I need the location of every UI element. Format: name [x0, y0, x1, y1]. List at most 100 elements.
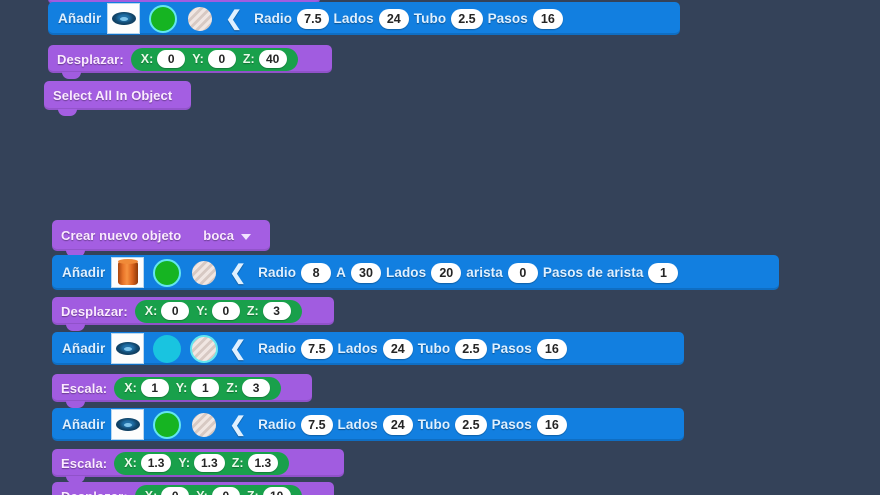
block-label-anadir: Añadir: [62, 265, 106, 280]
block-label-desplazar: Desplazar:: [57, 51, 124, 67]
object-name-dropdown[interactable]: boca: [203, 228, 235, 243]
field-label-lados: Lados: [386, 265, 427, 280]
block-desplazar-1[interactable]: Desplazar: X: 0 Y: 0 Z: 40: [48, 45, 332, 79]
field-label-lados: Lados: [337, 417, 378, 432]
block-label-anadir: Añadir: [58, 11, 102, 26]
field-value-pasos[interactable]: 16: [532, 8, 563, 29]
axis-label-x: X:: [140, 52, 154, 66]
cylinder-icon[interactable]: [111, 257, 145, 288]
field-value-z[interactable]: 3: [242, 379, 271, 397]
axis-label-z: Z:: [242, 52, 255, 66]
axis-label-x: X:: [144, 304, 158, 318]
field-value-radio[interactable]: 7.5: [301, 338, 333, 359]
block-label-anadir: Añadir: [62, 417, 106, 432]
block-notch: [66, 401, 85, 408]
field-value-y[interactable]: 1.3: [194, 454, 225, 472]
block-label-anadir: Añadir: [62, 341, 106, 356]
axis-label-x: X:: [124, 456, 137, 470]
chevron-left-icon[interactable]: ❮: [225, 8, 243, 30]
xyz-group: X: 0 Y: 0 Z: 40: [130, 47, 298, 71]
field-value-x[interactable]: 1: [140, 379, 169, 397]
field-label-tubo: Tubo: [417, 341, 451, 356]
field-value-z[interactable]: 1.3: [247, 454, 279, 472]
field-value-x[interactable]: 0: [161, 302, 190, 320]
field-value-y[interactable]: 0: [211, 487, 240, 495]
xyz-group: X: 0 Y: 0 Z: 10: [134, 484, 302, 495]
block-anadir-torus-2[interactable]: Añadir ❮ Radio 7.5 Lados 24 Tubo 2.5 Pas…: [52, 332, 684, 365]
field-label-lados: Lados: [333, 11, 374, 26]
field-value-y[interactable]: 1: [191, 379, 220, 397]
field-label-a: A: [336, 265, 346, 280]
block-notch: [62, 72, 81, 79]
block-desplazar-2[interactable]: Desplazar: X: 0 Y: 0 Z: 3: [52, 297, 334, 331]
field-value-x[interactable]: 0: [157, 50, 186, 68]
xyz-group: X: 0 Y: 0 Z: 3: [134, 299, 302, 323]
green-circle-icon[interactable]: [149, 4, 178, 33]
field-value-a[interactable]: 30: [351, 262, 381, 283]
field-value-y[interactable]: 0: [207, 50, 236, 68]
striped-sphere-icon[interactable]: [190, 258, 219, 287]
block-select-all-in-object[interactable]: Select All In Object: [44, 81, 191, 116]
field-value-z[interactable]: 10: [262, 487, 291, 495]
block-escala-1[interactable]: Escala: X: 1 Y: 1 Z: 3: [52, 374, 312, 408]
block-anadir-torus-1[interactable]: Añadir ❮ Radio 7.5 Lados 24 Tubo 2.5 Pas…: [48, 2, 680, 35]
striped-sphere-icon[interactable]: [190, 410, 219, 439]
block-notch: [66, 250, 85, 257]
axis-label-y: Y:: [175, 381, 188, 395]
block-label-escala: Escala:: [61, 455, 108, 471]
field-label-pasos: Pasos: [487, 11, 528, 26]
field-label-radio: Radio: [258, 265, 297, 280]
field-value-lados[interactable]: 24: [378, 8, 409, 29]
chevron-left-icon[interactable]: ❮: [229, 262, 247, 284]
block-anadir-cylinder-1[interactable]: Añadir ❮ Radio 8 A 30 Lados 20 arista 0 …: [52, 255, 779, 290]
block-anadir-torus-3[interactable]: Añadir ❮ Radio 7.5 Lados 24 Tubo 2.5 Pas…: [52, 408, 684, 441]
chevron-left-icon[interactable]: ❮: [229, 338, 247, 360]
field-label-pasos: Pasos: [491, 417, 532, 432]
field-value-z[interactable]: 40: [258, 50, 287, 68]
axis-label-y: Y:: [196, 304, 208, 318]
block-desplazar-3-clipped[interactable]: Desplazar: X: 0 Y: 0 Z: 10: [52, 482, 334, 495]
field-value-arista[interactable]: 0: [507, 262, 538, 283]
green-circle-icon[interactable]: [153, 410, 182, 439]
field-value-y[interactable]: 0: [211, 302, 240, 320]
field-value-pasos[interactable]: 16: [536, 414, 567, 435]
torus-icon[interactable]: [107, 3, 141, 34]
torus-icon[interactable]: [111, 409, 145, 440]
block-crear-nuevo-objeto[interactable]: Crear nuevo objeto boca: [52, 220, 270, 257]
field-value-tubo[interactable]: 2.5: [451, 8, 483, 29]
cyan-circle-icon[interactable]: [153, 334, 182, 363]
chevron-left-icon[interactable]: ❮: [229, 414, 247, 436]
block-label-desplazar: Desplazar:: [61, 489, 128, 495]
axis-label-y: Y:: [178, 456, 190, 470]
field-value-radio[interactable]: 8: [301, 262, 332, 283]
block-label-escala: Escala:: [61, 380, 108, 396]
striped-sphere-icon[interactable]: [190, 334, 219, 363]
chevron-down-icon[interactable]: [241, 234, 252, 240]
field-value-tubo[interactable]: 2.5: [455, 338, 487, 359]
field-value-pasos[interactable]: 16: [536, 338, 567, 359]
field-label-tubo: Tubo: [417, 417, 451, 432]
green-circle-icon[interactable]: [153, 258, 182, 287]
field-value-radio[interactable]: 7.5: [297, 8, 329, 29]
block-notch: [66, 476, 85, 483]
field-value-pasos-de-arista[interactable]: 1: [648, 262, 679, 283]
field-label-tubo: Tubo: [413, 11, 447, 26]
field-label-pasos-de-arista: Pasos de arista: [542, 265, 644, 280]
axis-label-x: X:: [145, 489, 158, 495]
field-label-arista: arista: [466, 265, 503, 280]
field-value-lados[interactable]: 20: [431, 262, 462, 283]
field-value-lados[interactable]: 24: [382, 414, 413, 435]
axis-label-x: X:: [124, 381, 137, 395]
field-value-lados[interactable]: 24: [382, 338, 413, 359]
field-value-radio[interactable]: 7.5: [301, 414, 333, 435]
field-value-x[interactable]: 1.3: [140, 454, 172, 472]
striped-sphere-icon[interactable]: [186, 4, 215, 33]
axis-label-z: Z:: [247, 489, 259, 495]
field-value-x[interactable]: 0: [161, 487, 190, 495]
torus-icon[interactable]: [111, 333, 145, 364]
block-escala-2[interactable]: Escala: X: 1.3 Y: 1.3 Z: 1.3: [52, 449, 344, 483]
field-value-z[interactable]: 3: [262, 302, 291, 320]
axis-label-y: Y:: [196, 489, 208, 495]
field-value-tubo[interactable]: 2.5: [455, 414, 487, 435]
